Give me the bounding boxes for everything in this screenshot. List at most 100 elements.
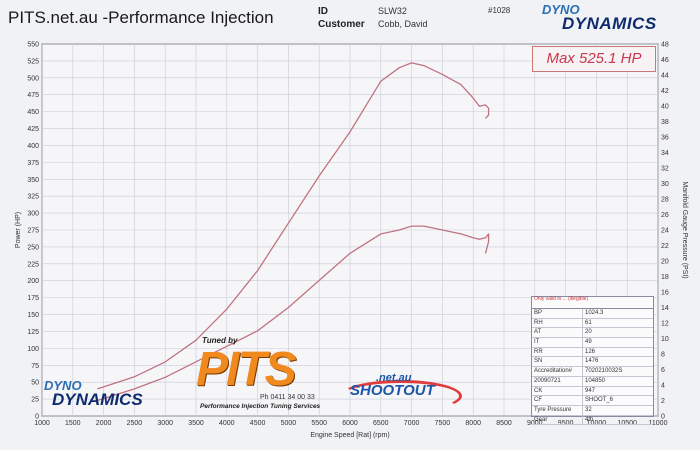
params-row: SN 1476 [532,357,653,368]
params-key: AT [532,328,583,338]
y-tick-label: 175 [27,295,39,302]
x-tick-label: 6000 [342,420,358,427]
params-row: CF SHOOT_6 [532,396,653,406]
y-tick-label: 425 [27,126,39,133]
x-tick-label: 6500 [373,420,389,427]
x-tick-label: 3500 [188,420,204,427]
max-power-label: Max 525.1 HP [532,46,656,72]
dyno-dynamics-logo-bottom: DYNO DYNAMICS [44,378,174,412]
params-value: 126 [585,348,596,355]
y-tick-label: 300 [27,211,39,218]
y2-tick-label: 24 [661,228,669,235]
params-value: 61 [585,319,592,326]
params-key: 20090721 [532,376,583,386]
series-line-0 [97,62,490,390]
params-row: AT 20 [532,328,653,339]
params-value: SHOOT_6 [585,397,614,404]
customer-label: Customer [318,19,365,30]
params-key: RH [532,318,583,328]
params-row: IT 49 [532,338,653,348]
params-value: 4th [585,416,594,423]
params-row: RR 126 [532,347,653,358]
logo-line1: DYNO [542,2,580,17]
tuned-by-text: Tuned by [202,336,238,345]
y2-tick-label: 8 [661,352,665,359]
params-rows: BP 1024.3 RH 61 AT 20 IT 49 RR 126 SN 1476 Accredita… [532,309,653,426]
run-parameters-table: Only valid in ... (illegible) BP 1024.3 RH… [531,296,654,426]
x-tick-label: 11000 [649,420,668,427]
logo-line2: DYNAMICS [562,14,657,33]
params-row: RH 61 [532,318,653,329]
y2-tick-label: 36 [661,135,669,142]
x-tick-label: 4500 [250,420,266,427]
params-key: Tyre Pressure [532,405,583,415]
y2-tick-label: 46 [661,57,669,64]
y2-tick-label: 32 [661,166,669,173]
y-tick-label: 325 [27,194,39,201]
y2-tick-label: 22 [661,243,669,250]
y2-tick-label: 4 [661,383,665,390]
swoosh-icon [340,380,462,412]
params-key: SN [532,357,583,367]
x-axis-label: Engine Speed [Rat] (rpm) [310,432,389,439]
y-tick-label: 75 [31,363,39,370]
id-label: ID [318,6,328,17]
x-tick-label: 7000 [404,420,420,427]
y-tick-label: 50 [31,380,39,387]
y2-tick-label: 2 [661,398,665,405]
y-tick-label: 275 [27,228,39,235]
shootout-logo: .net.au SHOOTOUT [340,372,462,412]
params-row: BP 1024.3 [532,309,653,319]
params-key: RR [532,347,583,357]
params-row: Tyre Pressure 32 [532,405,653,416]
y2-tick-label: 0 [661,414,665,421]
y-tick-label: 200 [27,278,39,285]
params-key: IT [532,338,583,347]
params-value: 1476 [585,358,599,365]
y2-tick-label: 42 [661,88,669,95]
x-tick-label: 5000 [281,420,297,427]
params-row: Gear 4th [532,415,653,426]
x-tick-label: 4000 [219,420,235,427]
report-title: PITS.net.au -Performance Injection [8,8,274,27]
y2-tick-label: 30 [661,181,669,188]
params-value: 1024.3 [585,310,604,316]
grid-lines [41,43,659,417]
y-tick-label: 125 [27,329,39,336]
y-tick-label: 25 [31,397,39,404]
y-tick-label: 100 [27,346,39,353]
y2-tick-label: 44 [661,73,669,80]
params-value: 32 [585,406,592,413]
y2-tick-label: 6 [661,367,665,374]
pits-tuner-logo: Tuned by PITS Ph 0411 34 00 33 Performan… [196,336,346,416]
params-value: 20 [585,329,592,336]
y2-tick-label: 38 [661,119,669,126]
x-tick-label: 3000 [157,420,173,427]
params-key: CK [532,386,583,396]
y2-tick-label: 18 [661,274,669,281]
axis-ticks: 1000 1500 2000 2500 3000 3500 4000 4500 5000 5500… [27,42,669,428]
y-tick-label: 475 [27,92,39,99]
x-tick-label: 10000 [587,420,607,427]
params-key: Gear [532,415,583,425]
x-tick-label: 10500 [617,420,637,427]
params-row: Accreditation# 7020210032S [532,367,653,377]
y-tick-label: 375 [27,160,39,167]
y2-tick-label: 14 [661,305,669,312]
y-tick-label: 350 [27,177,39,184]
y-tick-label: 500 [27,75,39,82]
tuner-subtitle: Performance Injection Tuning Services [200,403,321,410]
x-tick-label: 2000 [96,420,112,427]
y2-tick-label: 40 [661,104,669,111]
logo-line2: DYNAMICS [52,390,143,409]
y-tick-label: 400 [27,143,39,150]
params-key: CF [532,396,583,405]
params-key: BP [532,309,583,318]
y2-axis-label: Manifold Gauge Pressure (PSI) [681,181,688,278]
y2-tick-label: 34 [661,150,669,157]
y-tick-label: 0 [35,414,39,421]
series-layer [97,62,490,402]
params-row: CK 947 [532,386,653,397]
params-value: 7020210032S [585,368,623,375]
y2-tick-label: 26 [661,212,669,219]
